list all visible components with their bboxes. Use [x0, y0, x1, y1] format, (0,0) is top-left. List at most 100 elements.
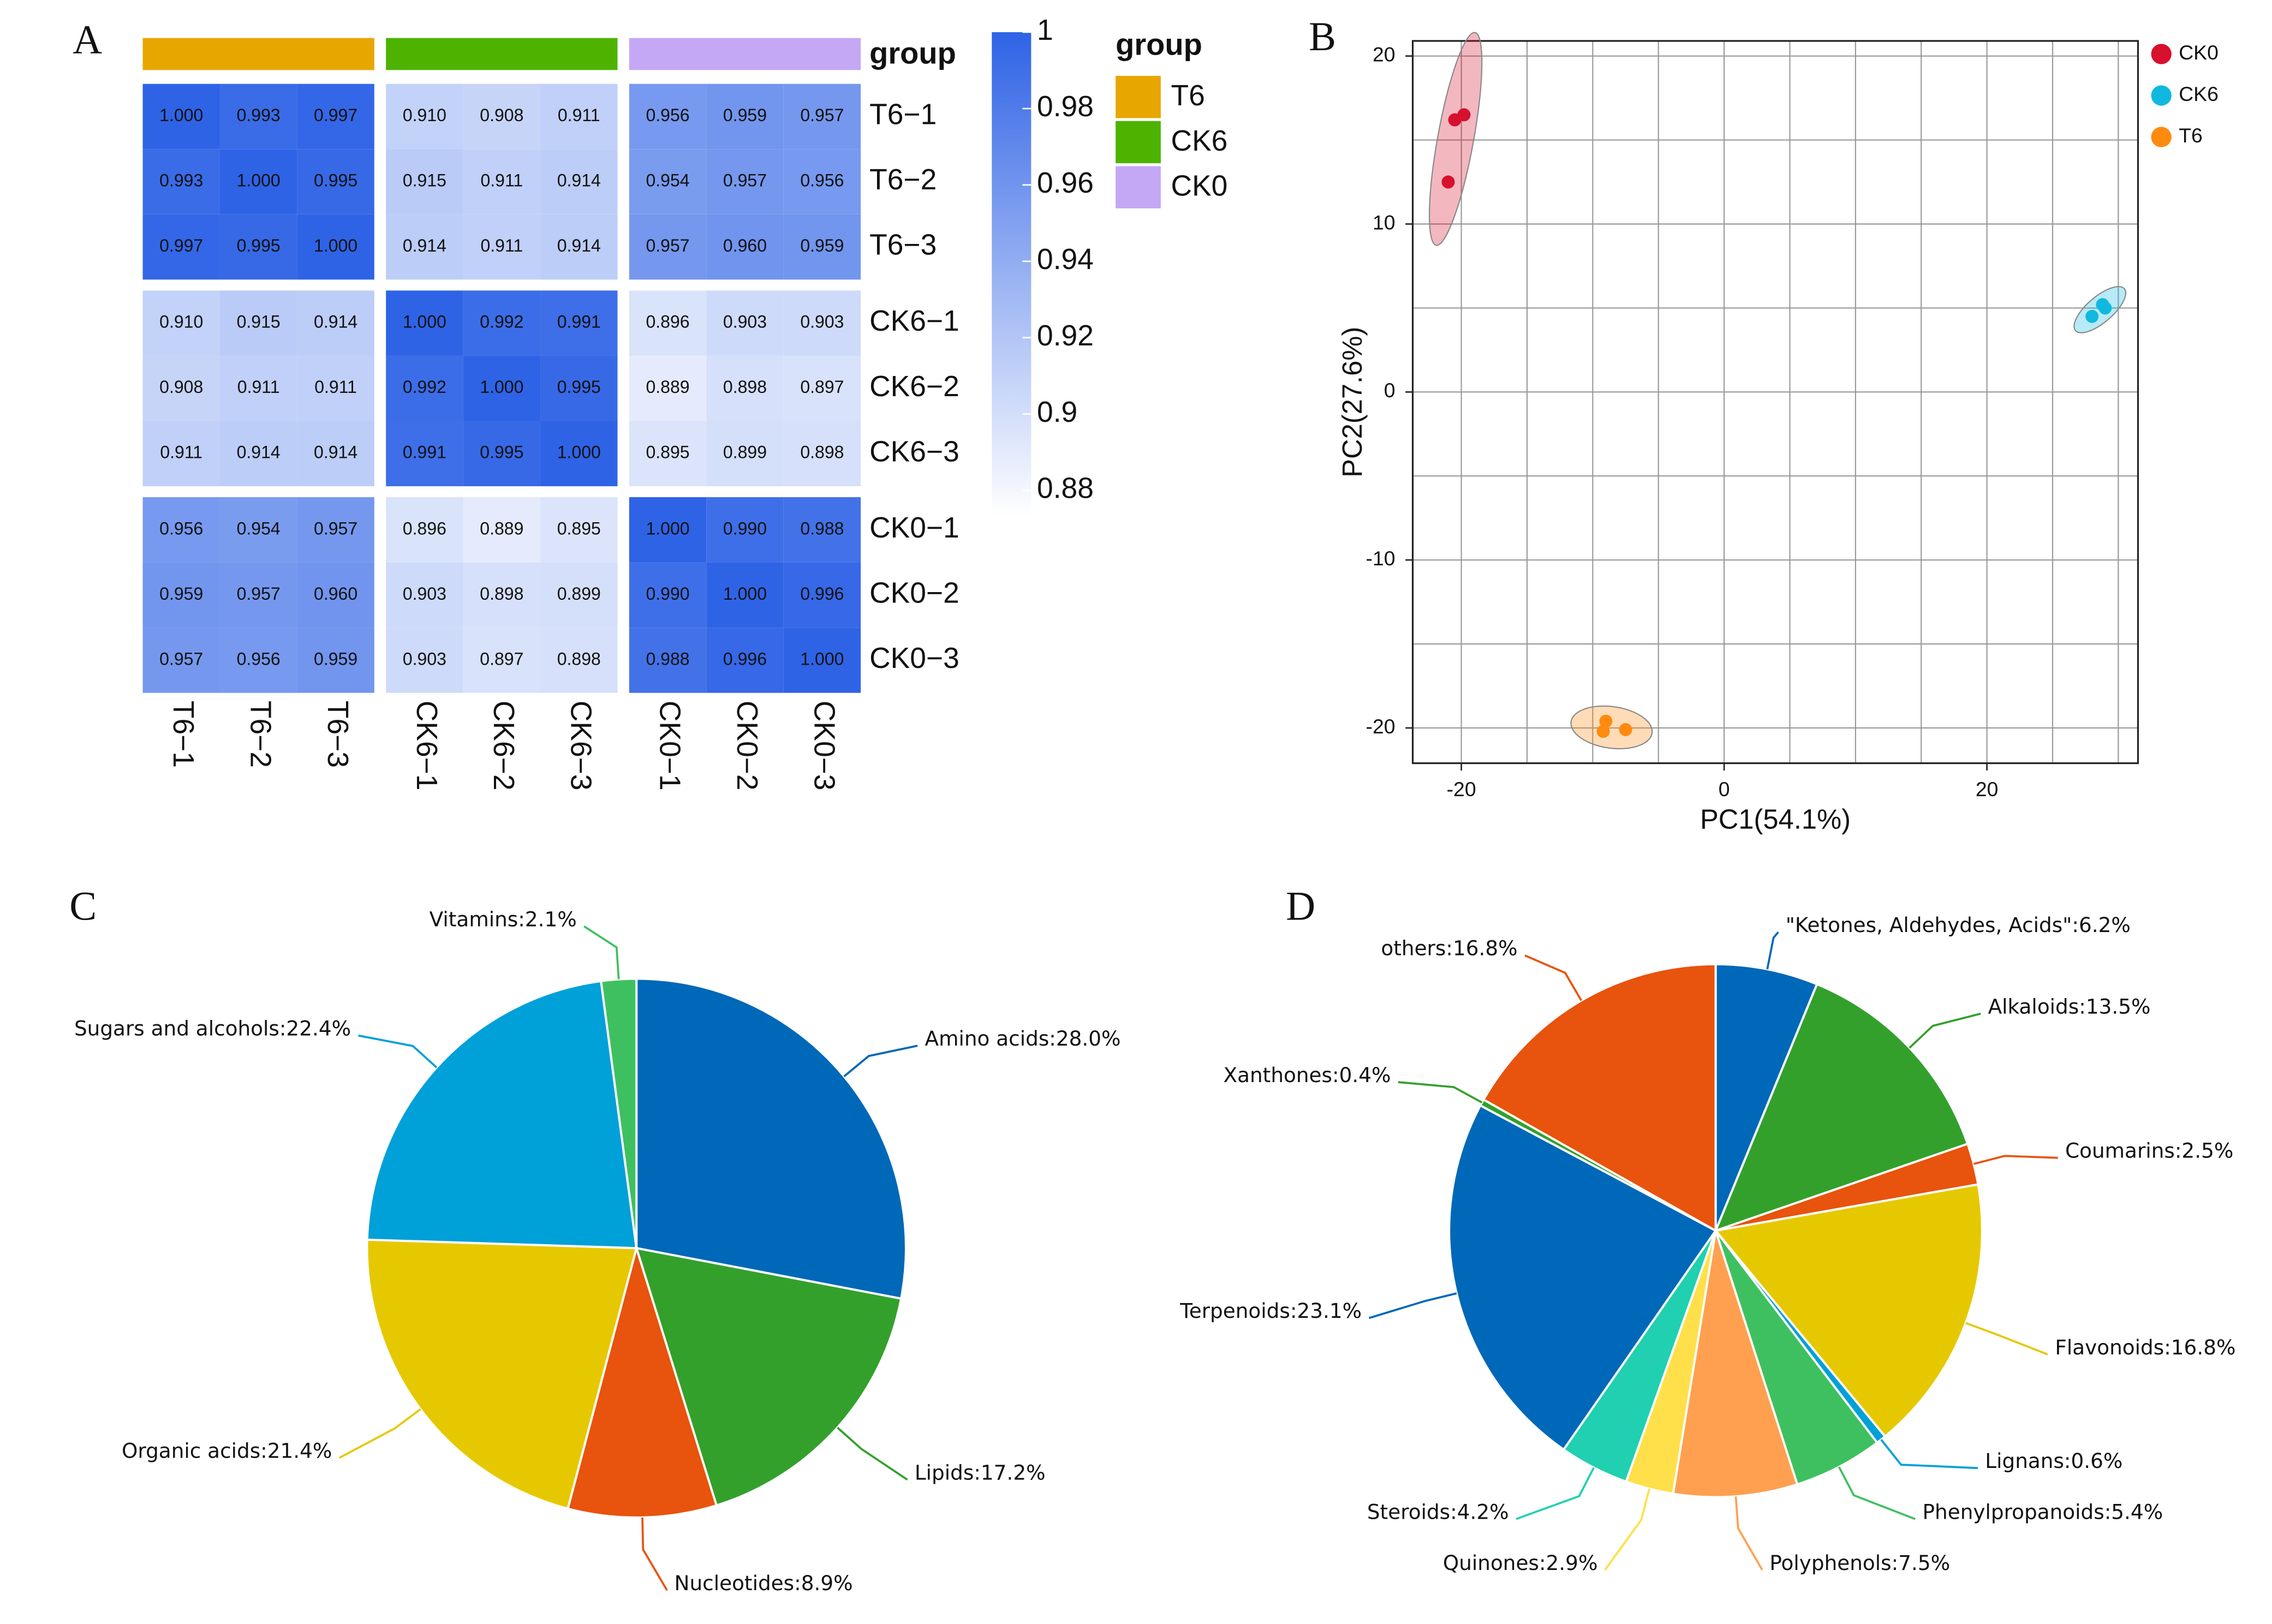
cell-label: 1.000 — [557, 443, 601, 462]
cell-label: 0.899 — [557, 584, 601, 604]
colorbar-tick-label: 0.96 — [1037, 167, 1094, 199]
pie-slice — [366, 980, 638, 1250]
heatmap-cell — [463, 290, 541, 356]
cell-label: 1.000 — [800, 649, 844, 668]
heatmap-cell — [219, 421, 297, 487]
heatmap-cell — [142, 290, 220, 356]
pie-label: others:16.8% — [1381, 936, 1517, 960]
cell-label: 1.000 — [237, 170, 281, 190]
pie-label: Phenylpropanoids:5.4% — [1923, 1500, 2163, 1524]
leader-line — [338, 1408, 421, 1459]
cell-label: 0.990 — [646, 584, 689, 604]
cell-label: 1.000 — [480, 377, 523, 397]
panel-label: C — [69, 883, 97, 929]
x-tick-label: -20 — [1447, 778, 1476, 801]
pie-label: Polyphenols:7.5% — [1769, 1551, 1950, 1575]
cell-label: 0.914 — [557, 236, 601, 255]
cell-label: 0.898 — [480, 584, 523, 604]
colorbar-tick-label: 0.94 — [1037, 243, 1094, 276]
y-axis-title: PC2(27.6%) — [1337, 327, 1368, 477]
pie-slice — [1448, 1104, 1718, 1452]
cell-label: 0.911 — [314, 377, 357, 397]
cell-label: 1.000 — [314, 236, 357, 255]
cell-label: 0.988 — [646, 649, 689, 668]
cell-label: 0.911 — [480, 236, 523, 255]
heatmap-cell — [629, 628, 707, 693]
leader-line — [1604, 1488, 1650, 1571]
panel-label: D — [1286, 883, 1315, 929]
legend-title: group — [1116, 27, 1202, 61]
heatmap-cell — [540, 355, 618, 421]
cell-label: 0.996 — [723, 649, 767, 668]
pie-slice — [635, 1246, 903, 1507]
row-label: CK0−1 — [869, 512, 959, 544]
cell-label: 0.898 — [723, 377, 767, 397]
heatmap-cell — [386, 290, 463, 356]
legend-marker — [2151, 85, 2172, 106]
heatmap-cell — [540, 562, 618, 628]
column-label: CK0−1 — [653, 701, 685, 791]
row-label: CK0−3 — [869, 642, 959, 674]
cell-label: 0.889 — [646, 377, 689, 397]
cell-label: 0.957 — [646, 236, 689, 255]
cell-label: 0.954 — [646, 170, 689, 190]
heatmap-cell — [386, 497, 463, 563]
y-tick-label: 10 — [1373, 211, 1396, 234]
heatmap-cell — [463, 497, 541, 563]
confidence-ellipse — [1570, 705, 1653, 750]
heatmap-cell — [297, 628, 374, 693]
heatmap-cell — [783, 290, 861, 356]
pie-label: Steroids:4.2% — [1367, 1500, 1509, 1524]
point — [1619, 723, 1632, 737]
heatmap-cell — [219, 214, 297, 280]
leader-line — [1524, 954, 1583, 1001]
cell-label: 0.997 — [159, 236, 203, 255]
pie-label: "Ketones, Aldehydes, Acids":6.2% — [1786, 913, 2131, 937]
column-label: T6−1 — [167, 701, 199, 768]
cell-label: 0.992 — [480, 312, 523, 332]
legend-marker — [2151, 44, 2172, 64]
heatmap-cell — [783, 83, 861, 150]
cell-label: 0.995 — [480, 443, 523, 462]
colorbar-tick-label: 0.92 — [1037, 320, 1094, 352]
heatmap-cell — [386, 562, 463, 628]
heatmap-cell — [540, 290, 618, 356]
y-tick-label: 20 — [1373, 43, 1396, 66]
heatmap-cell — [783, 421, 861, 487]
y-tick-label: 0 — [1384, 379, 1396, 402]
pie-slice — [1713, 1183, 1983, 1438]
column-label: CK6−1 — [410, 701, 443, 791]
cell-label: 0.992 — [403, 377, 446, 397]
row-label: T6−2 — [869, 164, 937, 196]
cell-label: 0.895 — [557, 518, 601, 538]
heatmap-cell — [386, 355, 463, 421]
column-label: CK6−3 — [565, 701, 597, 791]
leader-line — [843, 1044, 918, 1077]
heatmap-cell — [783, 497, 861, 563]
cell-label: 0.896 — [646, 312, 689, 332]
cell-label: 0.903 — [800, 312, 844, 332]
heatmap-cell — [386, 149, 463, 214]
legend-label: CK6 — [2179, 82, 2219, 105]
heatmap-cell — [783, 562, 861, 628]
heatmap-cell — [706, 290, 784, 356]
legend-label: T6 — [2179, 124, 2203, 147]
leader-line — [1838, 1466, 1916, 1520]
pie-label: Terpenoids:23.1% — [1179, 1299, 1362, 1323]
legend-swatch — [1116, 121, 1161, 164]
heatmap-cell — [142, 562, 220, 628]
heatmap-cell — [142, 355, 220, 421]
cell-label: 0.915 — [403, 170, 446, 190]
pie-slice — [1714, 963, 1818, 1231]
heatmap-cell — [142, 421, 220, 487]
cell-label: 0.911 — [237, 377, 280, 397]
panel-label: B — [1309, 14, 1336, 59]
heatmap-cell — [386, 214, 463, 280]
cell-label: 0.957 — [159, 649, 203, 668]
heatmap-cell — [142, 83, 220, 150]
heatmap-cell — [219, 83, 297, 150]
heatmap-cell — [629, 83, 707, 150]
cell-label: 0.903 — [403, 584, 446, 604]
point — [1599, 714, 1613, 728]
pie-slice — [1672, 1230, 1799, 1498]
